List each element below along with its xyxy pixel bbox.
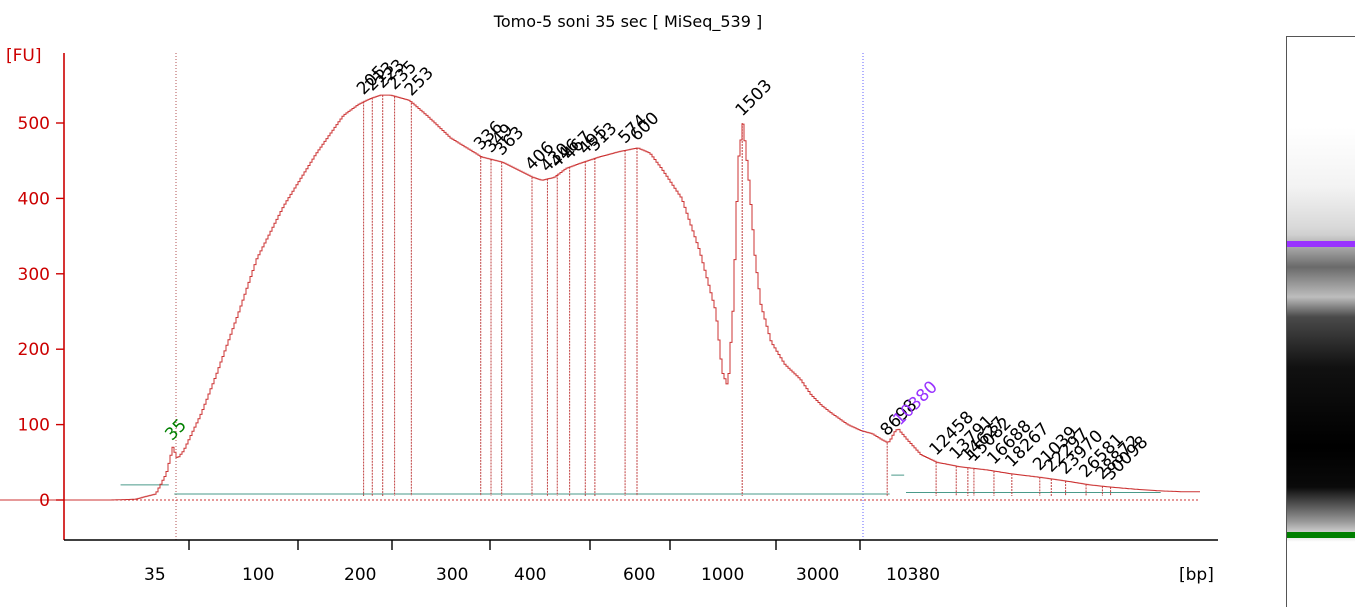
y-tick-label-4: 400 xyxy=(18,189,50,209)
peak-droplines xyxy=(363,95,1112,496)
trace-layer xyxy=(0,94,1200,501)
x-tick-label-8: 10380 xyxy=(886,565,940,585)
x-tick-label-7: 3000 xyxy=(796,565,839,585)
y-tick-label-3: 300 xyxy=(18,265,50,285)
chart-title: Tomo-5 soni 35 sec [ MiSeq_539 ] xyxy=(493,12,762,32)
x-tick-label-5: 600 xyxy=(623,565,655,585)
axis-ticks: 0 100 200 300 400 500 35 100 200 300 400 600 1000 300… xyxy=(18,114,941,585)
trace-line xyxy=(0,94,1200,501)
x-tick-label-4: 400 xyxy=(514,565,546,585)
axes xyxy=(63,53,1218,541)
x-tick-label-0: 35 xyxy=(144,565,166,585)
gel-upper-marker-band xyxy=(1287,241,1355,247)
y-tick-label-5: 500 xyxy=(18,114,50,134)
y-tick-label-0: 0 xyxy=(39,491,50,511)
peak-label-17: 1503 xyxy=(732,76,777,121)
y-tick-label-1: 100 xyxy=(18,416,50,436)
gel-lane-smear xyxy=(1287,127,1355,547)
y-axis-label: [FU] xyxy=(6,46,42,66)
gel-lane-image xyxy=(1286,36,1355,607)
gel-lower-marker-band xyxy=(1287,532,1355,538)
guide-lines xyxy=(175,53,864,540)
peak-label-0: 35 xyxy=(161,415,190,444)
baseline-segments xyxy=(0,474,1200,501)
peak-label-19: 10380 xyxy=(889,377,941,429)
electropherogram-chart: Tomo-5 soni 35 sec [ MiSeq_539 ] [FU] [b… xyxy=(0,12,1218,585)
x-tick-label-2: 200 xyxy=(344,565,376,585)
x-tick-label-3: 300 xyxy=(436,565,468,585)
peak-labels: 3520521322323525333634936340643044646749… xyxy=(161,56,1152,485)
x-tick-label-1: 100 xyxy=(242,565,274,585)
y-tick-label-2: 200 xyxy=(18,340,50,360)
x-axis-label: [bp] xyxy=(1179,565,1214,585)
x-tick-label-6: 1000 xyxy=(701,565,744,585)
